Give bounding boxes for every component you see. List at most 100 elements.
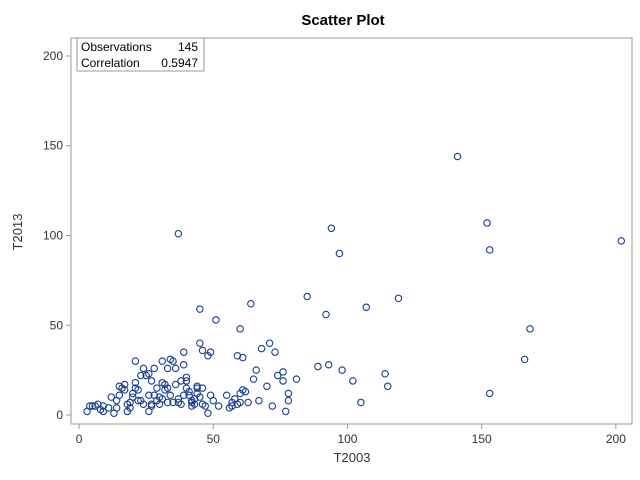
data-point bbox=[86, 402, 94, 410]
data-point bbox=[239, 353, 247, 362]
x-axis: 0 50 100 150 200 bbox=[76, 424, 626, 446]
data-point bbox=[324, 361, 333, 369]
y-tick-label: 0 bbox=[56, 408, 63, 422]
data-point bbox=[281, 407, 290, 416]
data-point bbox=[131, 384, 140, 392]
data-point bbox=[206, 391, 215, 400]
data-point bbox=[196, 393, 204, 401]
data-point bbox=[145, 391, 153, 400]
data-point bbox=[212, 316, 220, 324]
scatter-points bbox=[83, 152, 626, 417]
data-point bbox=[137, 396, 145, 405]
x-tick-label: 150 bbox=[472, 432, 492, 446]
data-point bbox=[383, 382, 392, 391]
data-point bbox=[182, 373, 191, 382]
data-point bbox=[131, 378, 140, 387]
data-point bbox=[198, 346, 207, 355]
data-point bbox=[198, 400, 207, 409]
data-point bbox=[145, 369, 153, 378]
data-point bbox=[179, 391, 188, 400]
data-point bbox=[236, 325, 244, 333]
data-point bbox=[520, 355, 529, 364]
data-point bbox=[185, 387, 193, 396]
y-axis: 0 50 100 150 200 bbox=[43, 49, 71, 422]
data-point bbox=[190, 400, 199, 409]
data-point bbox=[179, 361, 188, 369]
data-point bbox=[214, 402, 223, 410]
data-point bbox=[303, 292, 311, 301]
data-point bbox=[179, 348, 188, 356]
data-point bbox=[394, 294, 403, 303]
data-point bbox=[338, 366, 346, 374]
data-point bbox=[335, 249, 344, 258]
correlation-value: 0.5947 bbox=[161, 56, 198, 70]
data-point bbox=[158, 395, 167, 403]
data-point bbox=[362, 303, 371, 312]
data-point bbox=[147, 377, 156, 385]
data-point bbox=[163, 364, 172, 373]
data-point bbox=[222, 391, 231, 400]
data-point bbox=[271, 348, 279, 356]
data-point bbox=[134, 396, 142, 405]
data-point bbox=[166, 391, 175, 400]
data-point bbox=[381, 369, 389, 378]
data-point bbox=[257, 344, 266, 353]
data-point bbox=[284, 396, 293, 405]
x-axis-label: T2003 bbox=[334, 450, 371, 465]
data-point bbox=[169, 357, 177, 365]
y-tick-label: 150 bbox=[43, 139, 63, 153]
data-point bbox=[115, 382, 124, 391]
x-tick-label: 200 bbox=[606, 432, 626, 446]
data-point bbox=[273, 371, 282, 380]
data-point bbox=[128, 393, 137, 401]
data-point bbox=[137, 371, 145, 380]
data-point bbox=[247, 299, 255, 308]
data-point bbox=[268, 402, 277, 410]
x-tick-label: 50 bbox=[207, 432, 221, 446]
data-point bbox=[228, 402, 236, 410]
data-point bbox=[115, 391, 124, 400]
data-point bbox=[252, 366, 260, 374]
data-point bbox=[327, 224, 336, 233]
data-point bbox=[485, 246, 494, 254]
data-point bbox=[126, 404, 134, 412]
x-tick-label: 0 bbox=[76, 432, 83, 446]
data-point bbox=[244, 398, 252, 407]
data-point bbox=[171, 364, 180, 373]
data-point bbox=[163, 384, 172, 392]
data-point bbox=[357, 398, 365, 407]
data-point bbox=[196, 339, 204, 347]
data-point bbox=[322, 310, 330, 319]
data-point bbox=[158, 357, 167, 365]
data-point bbox=[153, 384, 161, 392]
data-point bbox=[263, 382, 271, 391]
data-point bbox=[169, 398, 177, 407]
data-point bbox=[107, 393, 116, 401]
data-point bbox=[99, 402, 107, 410]
data-point bbox=[284, 389, 293, 398]
data-point bbox=[193, 382, 201, 391]
data-point bbox=[174, 229, 183, 238]
data-point bbox=[120, 386, 129, 394]
data-point bbox=[314, 362, 322, 371]
correlation-label: Correlation bbox=[81, 56, 140, 70]
observations-label: Observations bbox=[81, 40, 152, 54]
data-point bbox=[196, 305, 204, 313]
data-point bbox=[255, 396, 263, 405]
data-point bbox=[139, 364, 148, 373]
data-point bbox=[279, 368, 287, 376]
observations-value: 145 bbox=[178, 40, 198, 54]
data-point bbox=[182, 377, 191, 385]
data-point bbox=[349, 377, 357, 385]
data-point bbox=[150, 364, 158, 373]
data-point bbox=[147, 402, 156, 410]
data-point bbox=[526, 325, 534, 333]
data-point bbox=[617, 237, 626, 245]
statistics-inset: Observations 145 Correlation 0.5947 bbox=[76, 37, 205, 72]
data-point bbox=[236, 389, 244, 398]
data-point bbox=[265, 339, 274, 347]
data-point bbox=[279, 377, 287, 385]
statistics-box bbox=[76, 37, 205, 72]
data-point bbox=[204, 409, 212, 417]
